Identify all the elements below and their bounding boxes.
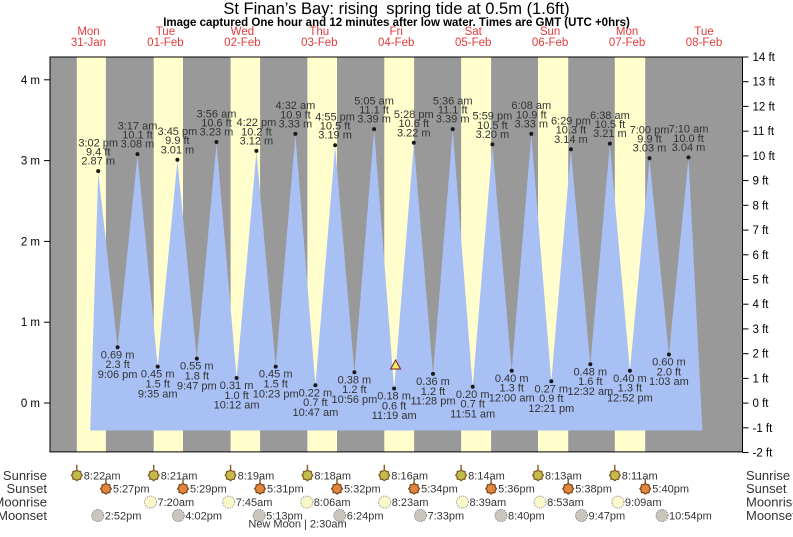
svg-text:5:36pm: 5:36pm [498,484,535,496]
svg-text:8:22am: 8:22am [84,470,121,482]
svg-text:12 ft: 12 ft [753,101,776,113]
svg-text:8:39am: 8:39am [470,497,507,509]
svg-text:10:54pm: 10:54pm [669,511,712,523]
svg-text:8:14am: 8:14am [468,470,505,482]
svg-text:Moonset: Moonset [0,508,47,523]
svg-text:12:21 pm: 12:21 pm [528,403,574,415]
svg-text:9:47 pm: 9:47 pm [177,380,217,392]
svg-text:04-Feb: 04-Feb [378,37,414,49]
svg-text:14 ft: 14 ft [753,52,776,64]
svg-text:8:16am: 8:16am [391,470,428,482]
svg-text:0 m: 0 m [21,398,40,410]
svg-text:5:27pm: 5:27pm [113,484,150,496]
svg-text:01-Feb: 01-Feb [147,37,183,49]
svg-text:7:20am: 7:20am [158,497,195,509]
svg-text:8:13am: 8:13am [545,470,582,482]
svg-text:8:19am: 8:19am [238,470,275,482]
svg-text:10:23 pm: 10:23 pm [253,388,299,400]
svg-text:5:32pm: 5:32pm [344,484,381,496]
svg-text:St Finan’s Bay: rising spring: St Finan’s Bay: rising spring tide at 0.… [223,0,569,18]
svg-text:3.04 m: 3.04 m [672,142,706,154]
svg-text:06-Feb: 06-Feb [532,37,568,49]
svg-text:3.22 m: 3.22 m [397,127,431,139]
svg-text:2 m: 2 m [21,236,40,248]
svg-text:8:06am: 8:06am [314,497,351,509]
svg-text:3 ft: 3 ft [753,324,770,336]
svg-text:-1 ft: -1 ft [753,423,774,435]
svg-text:11 ft: 11 ft [753,126,775,138]
svg-text:10:47 am: 10:47 am [292,407,338,419]
svg-text:31-Jan: 31-Jan [71,37,106,49]
svg-text:12:52 pm: 12:52 pm [607,392,653,404]
svg-text:6 ft: 6 ft [753,250,770,262]
svg-text:03-Feb: 03-Feb [301,37,337,49]
svg-text:11:51 am: 11:51 am [450,409,495,421]
svg-text:0 ft: 0 ft [753,398,770,410]
svg-text:8:11am: 8:11am [622,470,658,482]
svg-text:11:28 pm: 11:28 pm [410,396,455,408]
svg-text:5:38pm: 5:38pm [575,484,612,496]
svg-text:Moonset: Moonset [746,508,793,523]
svg-text:3.20 m: 3.20 m [476,129,510,141]
svg-text:3 m: 3 m [21,156,40,168]
svg-text:10:56 pm: 10:56 pm [331,394,377,406]
svg-text:2:52pm: 2:52pm [105,511,142,523]
svg-text:9:09am: 9:09am [625,497,662,509]
svg-text:5 ft: 5 ft [753,275,770,287]
svg-text:3.03 m: 3.03 m [633,143,667,155]
svg-text:New Moon | 2:30am: New Moon | 2:30am [248,519,346,531]
svg-text:6:24pm: 6:24pm [347,511,384,523]
svg-text:02-Feb: 02-Feb [224,37,260,49]
svg-text:9:06 pm: 9:06 pm [98,369,138,381]
svg-text:8:53am: 8:53am [547,497,584,509]
svg-text:4:02pm: 4:02pm [185,511,222,523]
svg-text:4 m: 4 m [21,75,40,87]
svg-text:3.39 m: 3.39 m [436,114,470,126]
svg-text:3.39 m: 3.39 m [357,114,391,126]
svg-text:9:35 am: 9:35 am [138,388,178,400]
svg-text:3.33 m: 3.33 m [514,118,548,130]
svg-text:2.87 m: 2.87 m [81,156,115,168]
svg-text:3.23 m: 3.23 m [200,127,234,139]
svg-text:3.12 m: 3.12 m [240,135,274,147]
svg-text:3.01 m: 3.01 m [161,144,195,156]
svg-text:8 ft: 8 ft [753,200,770,212]
svg-text:13 ft: 13 ft [753,77,776,89]
svg-text:08-Feb: 08-Feb [686,37,722,49]
svg-text:4 ft: 4 ft [753,299,770,311]
svg-text:9 ft: 9 ft [753,176,770,188]
svg-text:5:31pm: 5:31pm [267,484,304,496]
svg-text:8:18am: 8:18am [314,470,351,482]
svg-text:7:33pm: 7:33pm [428,511,465,523]
svg-text:07-Feb: 07-Feb [609,37,645,49]
svg-text:5:29pm: 5:29pm [190,484,227,496]
svg-text:2 ft: 2 ft [753,349,770,361]
svg-text:1:03 am: 1:03 am [649,376,689,388]
svg-text:10:12 am: 10:12 am [214,400,260,412]
svg-text:8:40pm: 8:40pm [508,511,545,523]
svg-text:8:21am: 8:21am [161,470,198,482]
svg-text:7 ft: 7 ft [753,225,770,237]
svg-text:3.19 m: 3.19 m [318,130,352,142]
svg-text:1 ft: 1 ft [753,373,770,385]
svg-text:10 ft: 10 ft [753,151,776,163]
svg-text:3.21 m: 3.21 m [593,128,627,140]
svg-text:9:47pm: 9:47pm [589,511,626,523]
svg-text:-2 ft: -2 ft [753,448,774,460]
svg-text:11:19 am: 11:19 am [372,410,417,422]
svg-text:8:23am: 8:23am [392,497,429,509]
svg-text:5:34pm: 5:34pm [421,484,458,496]
svg-text:3.33 m: 3.33 m [279,118,313,130]
svg-text:3.14 m: 3.14 m [554,134,588,146]
svg-text:05-Feb: 05-Feb [455,37,491,49]
svg-text:3.08 m: 3.08 m [121,139,155,151]
svg-text:1 m: 1 m [21,317,40,329]
svg-text:7:45am: 7:45am [236,497,273,509]
svg-text:5:40pm: 5:40pm [652,484,689,496]
